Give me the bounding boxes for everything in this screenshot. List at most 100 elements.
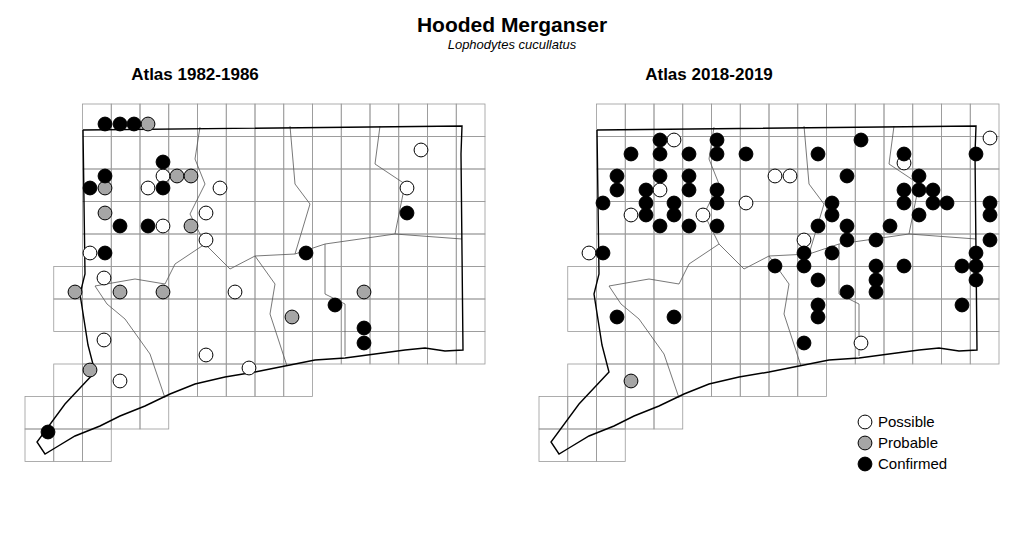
sighting-point: [667, 310, 681, 324]
grid-cell: [456, 267, 485, 300]
grid-cell: [399, 299, 428, 332]
county-line: [609, 127, 719, 286]
grid-cell: [625, 397, 654, 430]
grid-cell: [341, 332, 370, 365]
sighting-point: [285, 310, 299, 324]
sighting-point: [840, 285, 854, 299]
grid-cell: [625, 104, 654, 137]
grid-cell: [625, 332, 654, 365]
grid-cells: [25, 104, 485, 462]
grid-cell: [111, 169, 140, 202]
sighting-point: [141, 219, 155, 233]
sighting-point: [98, 117, 112, 131]
legend-label: Confirmed: [878, 455, 947, 472]
sighting-point: [127, 117, 141, 131]
grid-cell: [83, 104, 112, 137]
grid-cell: [284, 202, 313, 235]
grid-cell: [740, 234, 769, 267]
grid-cell: [654, 267, 683, 300]
sighting-point: [912, 183, 926, 197]
grid-cell: [683, 364, 712, 397]
sighting-point: [357, 285, 371, 299]
grid-cell: [913, 137, 942, 170]
grid-cell: [54, 429, 83, 462]
sighting-point: [854, 336, 868, 350]
sighting-point: [940, 196, 954, 210]
sighting-point: [113, 285, 127, 299]
grid-cell: [827, 299, 856, 332]
grid-cell: [942, 104, 971, 137]
sighting-point: [682, 219, 696, 233]
grid-cell: [597, 429, 626, 462]
map-panel: Atlas 2018-2019PossibleProbableConfirmed: [539, 65, 999, 472]
sighting-point: [869, 285, 883, 299]
grid-cell: [370, 332, 399, 365]
sighting-point: [328, 298, 342, 312]
sighting-point: [83, 181, 97, 195]
grid-cell: [827, 267, 856, 300]
grid-cell: [740, 332, 769, 365]
grid-cell: [140, 364, 169, 397]
grid-cell: [827, 104, 856, 137]
grid-cell: [769, 169, 798, 202]
grid-cell: [255, 104, 284, 137]
grid-cell: [740, 267, 769, 300]
grid-cell: [111, 234, 140, 267]
grid-cell: [399, 234, 428, 267]
grid-cell: [654, 364, 683, 397]
grid-cell: [428, 234, 457, 267]
grid-cell: [399, 137, 428, 170]
grid-cell: [140, 104, 169, 137]
sighting-point: [969, 147, 983, 161]
sighting-point: [639, 183, 653, 197]
sighting-point: [156, 285, 170, 299]
grid-cell: [83, 202, 112, 235]
sighting-point: [768, 259, 782, 273]
grid-cell: [798, 202, 827, 235]
sighting-point: [739, 147, 753, 161]
grid-cell: [169, 332, 198, 365]
grid-cell: [226, 299, 255, 332]
grid-cell: [255, 137, 284, 170]
grid-cell: [169, 267, 198, 300]
figure: Hooded MerganserLophodytes cucullatusAtl…: [0, 0, 1024, 559]
subtitle: Lophodytes cucullatus: [448, 37, 577, 52]
sighting-point: [624, 208, 638, 222]
grid-cell: [654, 169, 683, 202]
grid-cell: [884, 137, 913, 170]
grid-cell: [654, 234, 683, 267]
grid-cell: [683, 332, 712, 365]
grid-cell: [597, 234, 626, 267]
grid-cell: [83, 234, 112, 267]
county-line: [295, 234, 462, 254]
grid-cell: [740, 299, 769, 332]
grid-cell: [568, 364, 597, 397]
grid-cell: [255, 299, 284, 332]
sighting-point: [710, 133, 724, 147]
sighting-point: [653, 169, 667, 183]
grid-cell: [913, 267, 942, 300]
grid-cell: [798, 299, 827, 332]
legend-marker: [858, 436, 872, 450]
grid-cell: [942, 137, 971, 170]
grid-cell: [169, 234, 198, 267]
sighting-point: [983, 233, 997, 247]
sighting-point: [97, 333, 111, 347]
grid-cells: [539, 104, 999, 462]
grid-cell: [913, 104, 942, 137]
sighting-point: [156, 155, 170, 169]
grid-cell: [169, 169, 198, 202]
sighting-point: [299, 246, 313, 260]
sighting-point: [653, 183, 667, 197]
grid-cell: [284, 267, 313, 300]
sighting-point: [883, 219, 897, 233]
grid-cell: [884, 104, 913, 137]
panel-title: Atlas 2018-2019: [645, 65, 773, 84]
points: [582, 131, 997, 388]
grid-cell: [399, 267, 428, 300]
sighting-point: [969, 246, 983, 260]
sighting-point: [682, 169, 696, 183]
grid-cell: [625, 299, 654, 332]
grid-cell: [370, 169, 399, 202]
grid-cell: [169, 137, 198, 170]
